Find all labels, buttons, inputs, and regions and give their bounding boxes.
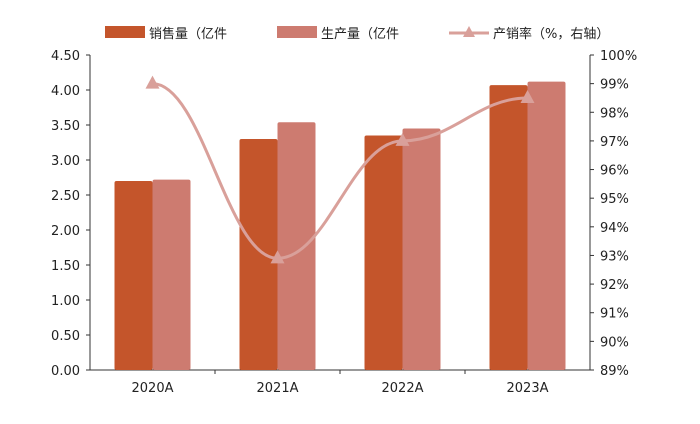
bar-0-2021A [239, 139, 278, 370]
left-tick-label: 1.50 [51, 259, 80, 274]
line-marker-2022A [395, 132, 410, 146]
bar-0-2022A [364, 135, 403, 370]
right-tick-label: 96% [600, 164, 629, 179]
bar-0-2023A [489, 85, 528, 370]
bar-1-2023A [527, 81, 566, 370]
left-tick-label: 3.50 [51, 119, 80, 134]
legend-swatch-0 [105, 26, 145, 38]
right-tick-label: 97% [600, 135, 629, 150]
left-tick-label: 2.50 [51, 189, 80, 204]
left-tick-label: 2.00 [51, 224, 80, 239]
left-tick-label: 1.00 [51, 294, 80, 309]
line-marker-2023A [520, 89, 535, 103]
left-tick-label: 4.50 [51, 49, 80, 64]
bar-1-2020A [152, 179, 191, 370]
right-tick-label: 92% [600, 278, 629, 293]
legend-label-2: 产销率（%，右轴） [493, 26, 609, 42]
line-marker-2020A [145, 75, 160, 89]
right-tick-label: 98% [600, 106, 629, 121]
left-tick-label: 3.00 [51, 154, 80, 169]
left-tick-label: 4.00 [51, 84, 80, 99]
right-tick-label: 100% [600, 49, 637, 64]
right-tick-label: 99% [600, 78, 629, 93]
x-tick-label: 2022A [382, 381, 424, 396]
x-tick-label: 2021A [257, 381, 299, 396]
right-tick-label: 89% [600, 364, 629, 379]
legend-label-0: 销售量（亿件 [149, 26, 227, 42]
bar-1-2022A [402, 128, 441, 370]
bar-1-2021A [277, 122, 316, 370]
right-tick-label: 91% [600, 307, 629, 322]
left-tick-label: 0.50 [51, 329, 80, 344]
x-tick-label: 2023A [507, 381, 549, 396]
bar-0-2020A [114, 181, 153, 370]
right-tick-label: 95% [600, 192, 629, 207]
line-series [152, 82, 528, 260]
legend-label-1: 生产量（亿件 [321, 27, 399, 42]
x-tick-label: 2020A [132, 381, 174, 396]
right-tick-label: 90% [600, 335, 629, 350]
line-marker-2021A [270, 250, 285, 264]
legend-swatch-1 [277, 26, 317, 38]
left-tick-label: 0.00 [51, 364, 80, 379]
legend-marker-2 [463, 26, 475, 37]
right-tick-label: 94% [600, 221, 629, 236]
right-tick-label: 93% [600, 249, 629, 264]
